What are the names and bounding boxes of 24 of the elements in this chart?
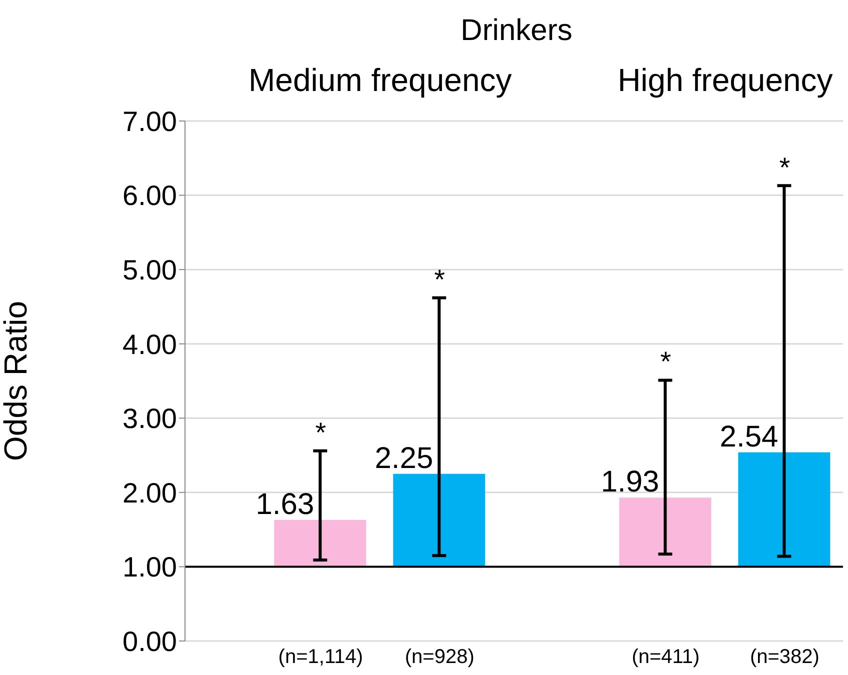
y-tick-label: 6.00	[122, 180, 177, 212]
x-tick-label: (n=411)	[632, 646, 700, 668]
y-tick-label: 2.00	[122, 477, 177, 508]
annotation: *	[659, 346, 672, 378]
data-label: 1.93	[600, 466, 660, 499]
text: Medium frequency	[248, 62, 513, 99]
data-label: 2.25	[374, 442, 434, 475]
data-label: 1.63	[256, 488, 314, 521]
x-tick-label: (n=1,114)	[278, 646, 363, 668]
y-tick-label: 4.00	[122, 328, 177, 360]
text: High frequency	[616, 62, 834, 99]
data-label: 2.54	[720, 420, 778, 454]
y-axis-title: Odds Ratio	[0, 300, 34, 462]
x-tick-label: (n=928)	[404, 646, 474, 668]
y-tick-label: 0.00	[122, 626, 177, 657]
x-tick-label: (n=382)	[750, 646, 820, 668]
annotation: *	[778, 152, 792, 184]
chart-title: Drinkers	[460, 14, 574, 48]
y-tick-label: 5.00	[122, 254, 177, 286]
y-tick-label: 1.00	[122, 552, 177, 583]
y-tick-label: 7.00	[122, 106, 177, 137]
annotation: *	[433, 264, 446, 296]
annotation: *	[314, 416, 328, 449]
y-tick-label: 3.00	[122, 403, 177, 434]
